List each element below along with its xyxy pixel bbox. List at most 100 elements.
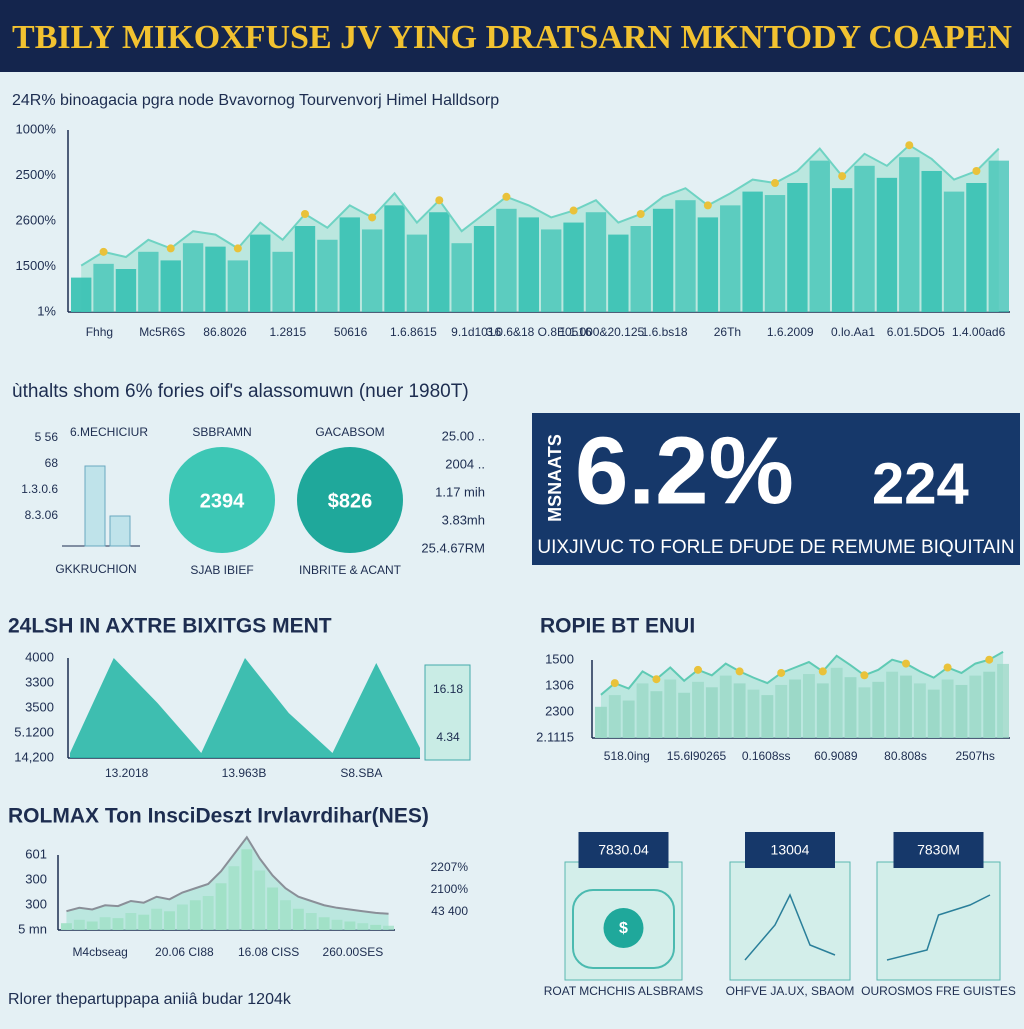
card-caption: OUROSMOS FRE GUISTES (861, 984, 1016, 998)
bar (764, 195, 786, 312)
card (876, 861, 1001, 981)
circle-value: 2394 (200, 490, 245, 512)
list-item: 25.00 .. (442, 428, 485, 443)
bar (160, 260, 181, 312)
bar (705, 687, 718, 738)
dot (902, 659, 910, 668)
bar (816, 683, 829, 738)
bar (900, 675, 912, 738)
bar (254, 870, 266, 930)
x-tick-label: 2507hs (955, 749, 994, 763)
bar (830, 667, 843, 738)
bar (988, 160, 1009, 312)
bar (622, 700, 635, 738)
card-tab-label: 13004 (771, 842, 810, 858)
y-tick-label: 601 (25, 846, 47, 861)
bar (176, 904, 188, 930)
bar (205, 246, 226, 312)
bar (73, 919, 85, 930)
mini-tick: 1.3.0.6 (21, 482, 58, 496)
circle-top: GACABSOM (315, 425, 384, 439)
bar (189, 900, 201, 930)
bar (563, 222, 584, 312)
card-caption: ROAT MCHCHIS ALSBRAMS (544, 984, 704, 998)
header-title: TBILY MIKOXFUSE JV YING DRATSARN MKNTODY… (12, 19, 1012, 56)
x-tick-label: 15.6l90265 (667, 749, 727, 763)
bar (451, 243, 472, 312)
dot (735, 667, 744, 676)
bar (215, 883, 227, 930)
bar (473, 226, 495, 312)
bar (664, 679, 677, 738)
right-label: 43 400 (431, 904, 468, 918)
dot (943, 663, 952, 672)
x-tick-label: 13.963B (222, 766, 267, 780)
card-tab-label: 7830.04 (598, 842, 649, 858)
footer: Rlorer thepartuppapa aniiâ budar 1204k (8, 991, 292, 1008)
list-item: 1.17 mih (435, 484, 485, 499)
bar (267, 887, 279, 930)
dot (777, 668, 786, 677)
x-tick-label: 1.2815 (269, 325, 306, 339)
bar (720, 205, 741, 312)
bar (318, 917, 330, 930)
card-tab (578, 832, 669, 868)
bar (899, 157, 920, 312)
x-tick-label: 1.1.000&20.125 (559, 325, 644, 339)
bar (61, 923, 72, 930)
y-tick-label: 1306 (545, 677, 574, 692)
circle-bottom: INBRITE & ACANT (299, 563, 402, 577)
x-tick-label: 13.2018 (105, 766, 149, 780)
y-tick-label: 2500% (16, 167, 57, 182)
highlight-small: 224 (872, 451, 969, 516)
summary-title: ùthalts shom 6% fories oif's alassomuwn … (12, 381, 469, 402)
x-tick-label: 26Th (714, 325, 741, 339)
dot (166, 244, 175, 253)
x-tick-label: 1.6.bs18 (642, 325, 688, 339)
bar (541, 229, 562, 312)
dot (368, 213, 377, 222)
profile-title: ROPIE BT ENUI (540, 615, 695, 638)
bar (969, 675, 982, 738)
bar (697, 217, 719, 312)
bar (93, 263, 114, 312)
x-tick-label: 6.01.5DO5 (887, 325, 945, 339)
x-tick-label: 16.08 CISS (238, 945, 299, 959)
dot (972, 167, 981, 175)
line (80, 143, 1000, 267)
area (66, 837, 389, 930)
card-icon (603, 908, 644, 948)
bar (943, 191, 965, 312)
bar (496, 208, 517, 312)
x-tick-label: 0.1608ss (742, 749, 791, 763)
y-tick-label: 5 mn (18, 921, 47, 936)
bar (742, 191, 763, 312)
dot (771, 179, 779, 188)
bar (585, 212, 607, 312)
bar (678, 692, 691, 738)
trend-title: 24R% binoagacia pgra node Bvavornog Tour… (12, 92, 499, 109)
bar (675, 200, 696, 312)
bar (344, 921, 356, 930)
bar (921, 170, 942, 312)
bar (876, 177, 898, 312)
bar (202, 896, 214, 930)
bar (99, 917, 111, 930)
y-tick-label: 1% (37, 303, 56, 318)
bar (125, 913, 137, 930)
mini-bar (84, 465, 106, 547)
bar (357, 923, 369, 930)
bar (138, 914, 150, 930)
line (66, 835, 389, 915)
bar (997, 663, 1009, 738)
x-tick-label: Mc5R6S (139, 325, 185, 339)
distribution-title: ROLMAX Ton InsciDeszt Irvlavrdihar(NES) (8, 805, 429, 828)
y-tick-label: 300 (25, 896, 47, 911)
right-label: 2100% (431, 882, 469, 896)
dot (233, 244, 242, 253)
y-tick-label: 2.1115 (536, 729, 574, 744)
bar (941, 679, 954, 738)
bar (294, 226, 316, 312)
bar (692, 681, 704, 738)
